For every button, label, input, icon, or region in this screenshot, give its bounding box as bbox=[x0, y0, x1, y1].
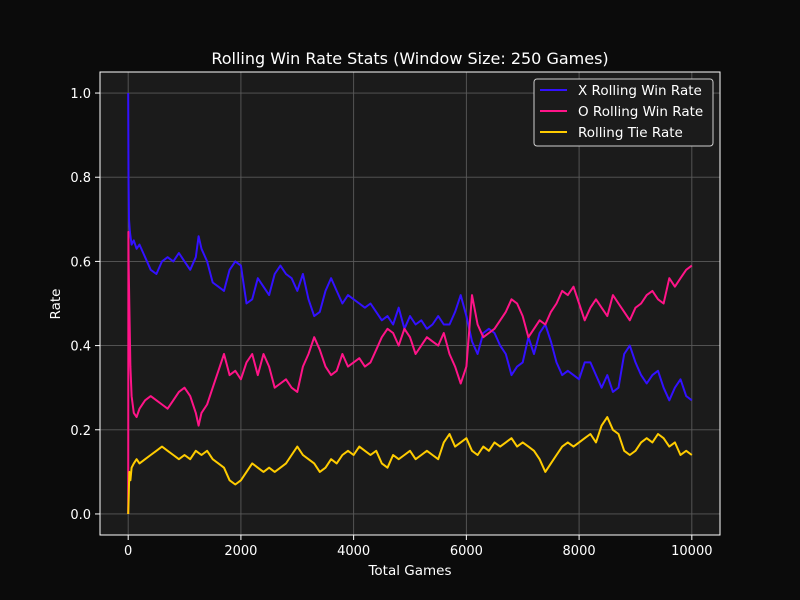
y-tick-label: 0.4 bbox=[70, 340, 91, 355]
series-line-o-rolling-win-rate bbox=[127, 230, 693, 515]
axes-frame bbox=[99, 71, 721, 536]
legend-label-o-rolling-win-rate: O Rolling Win Rate bbox=[578, 104, 703, 120]
x-axis-label: Total Games bbox=[367, 563, 451, 579]
series-line-x-rolling-win-rate bbox=[127, 92, 693, 402]
series-line-rolling-tie-rate bbox=[127, 416, 693, 515]
plot-area bbox=[100, 72, 720, 535]
y-tick-label: 0.6 bbox=[70, 255, 91, 270]
x-tick-label: 6000 bbox=[450, 544, 483, 559]
x-axis-ticks: 0 2000 4000 6000 8000 10000 bbox=[124, 535, 712, 559]
y-tick-label: 0.2 bbox=[70, 424, 91, 439]
chart-title: Rolling Win Rate Stats (Window Size: 250… bbox=[211, 49, 608, 68]
y-axis-label: Rate bbox=[48, 289, 64, 320]
x-tick-label: 4000 bbox=[337, 544, 370, 559]
y-tick-label: 0.0 bbox=[70, 508, 91, 523]
y-tick-label: 0.8 bbox=[70, 171, 91, 186]
legend: X Rolling Win Rate O Rolling Win Rate Ro… bbox=[533, 78, 714, 147]
y-tick-label: 1.0 bbox=[70, 87, 91, 102]
legend-label-x-rolling-win-rate: X Rolling Win Rate bbox=[578, 83, 702, 99]
x-tick-label: 8000 bbox=[563, 544, 596, 559]
series-lines bbox=[127, 92, 693, 515]
legend-box bbox=[533, 78, 714, 147]
x-tick-label: 0 bbox=[124, 544, 132, 559]
y-axis-ticks: 0.0 0.2 0.4 0.6 0.8 1.0 bbox=[70, 87, 100, 523]
grid bbox=[100, 72, 720, 535]
legend-label-rolling-tie-rate: Rolling Tie Rate bbox=[578, 125, 683, 141]
x-tick-label: 2000 bbox=[224, 544, 257, 559]
x-tick-label: 10000 bbox=[671, 544, 712, 559]
